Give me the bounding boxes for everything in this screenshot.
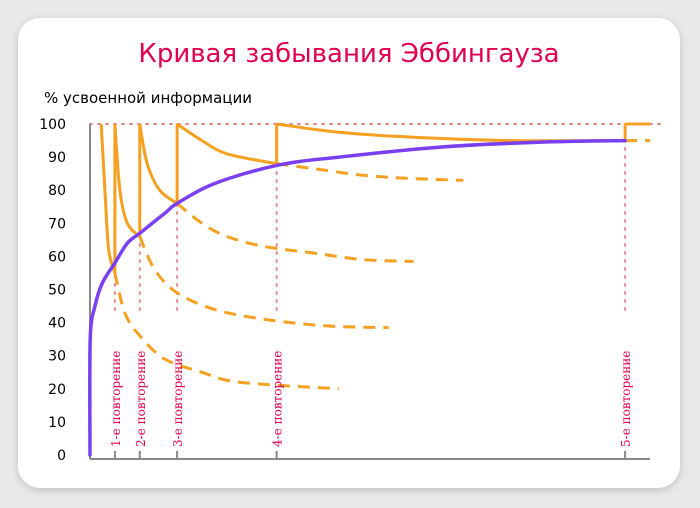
y-ticks: 0 10 20 30 40 50 60 70 80 90 100 [39,117,66,464]
y-tick-label: 50 [48,283,66,299]
y-tick-label: 10 [48,415,66,431]
retention-segment-3 [138,123,179,205]
dashed-retention-2 [138,235,389,330]
chart-card: Кривая забывания Эббингауза % усвоенной … [18,18,680,488]
y-tick-label: 100 [39,117,66,133]
y-tick-label: 20 [48,382,66,398]
chart-title: Кривая забывания Эббингауза [138,39,559,69]
forgetting-curve-chart: Кривая забывания Эббингауза % усвоенной … [39,39,663,464]
y-tick-label: 60 [48,249,66,265]
repetition-label-5: 5-е повторение [619,351,633,447]
retention-segment-4 [176,122,277,166]
dashed-retention-1 [113,272,339,391]
y-tick-label: 0 [57,448,66,464]
y-tick-label: 70 [48,216,66,232]
y-tick-label: 90 [48,150,66,166]
y-tick-label: 40 [48,316,66,332]
y-axis-label: % усвоенной информации [44,89,252,107]
y-tick-label: 80 [48,183,66,199]
repetition-label-1: 1-е повторение [109,351,123,447]
series-layer [88,122,650,457]
retention-segment-2 [113,123,141,238]
retention-segment-1 [99,123,117,274]
dashed-retention-3 [176,202,414,263]
repetition-labels: 1-е повторение 2-е повторение 3-е повторен… [109,351,633,447]
repetition-label-4: 4-е повторение [271,351,285,447]
dashed-retention-4 [276,162,464,182]
retention-segment-5 [276,122,626,143]
repetition-label-3: 3-е повторение [171,351,185,447]
y-tick-label: 30 [48,349,66,365]
learning-curve [88,138,627,457]
repetition-label-2: 2-е повторение [134,351,148,447]
